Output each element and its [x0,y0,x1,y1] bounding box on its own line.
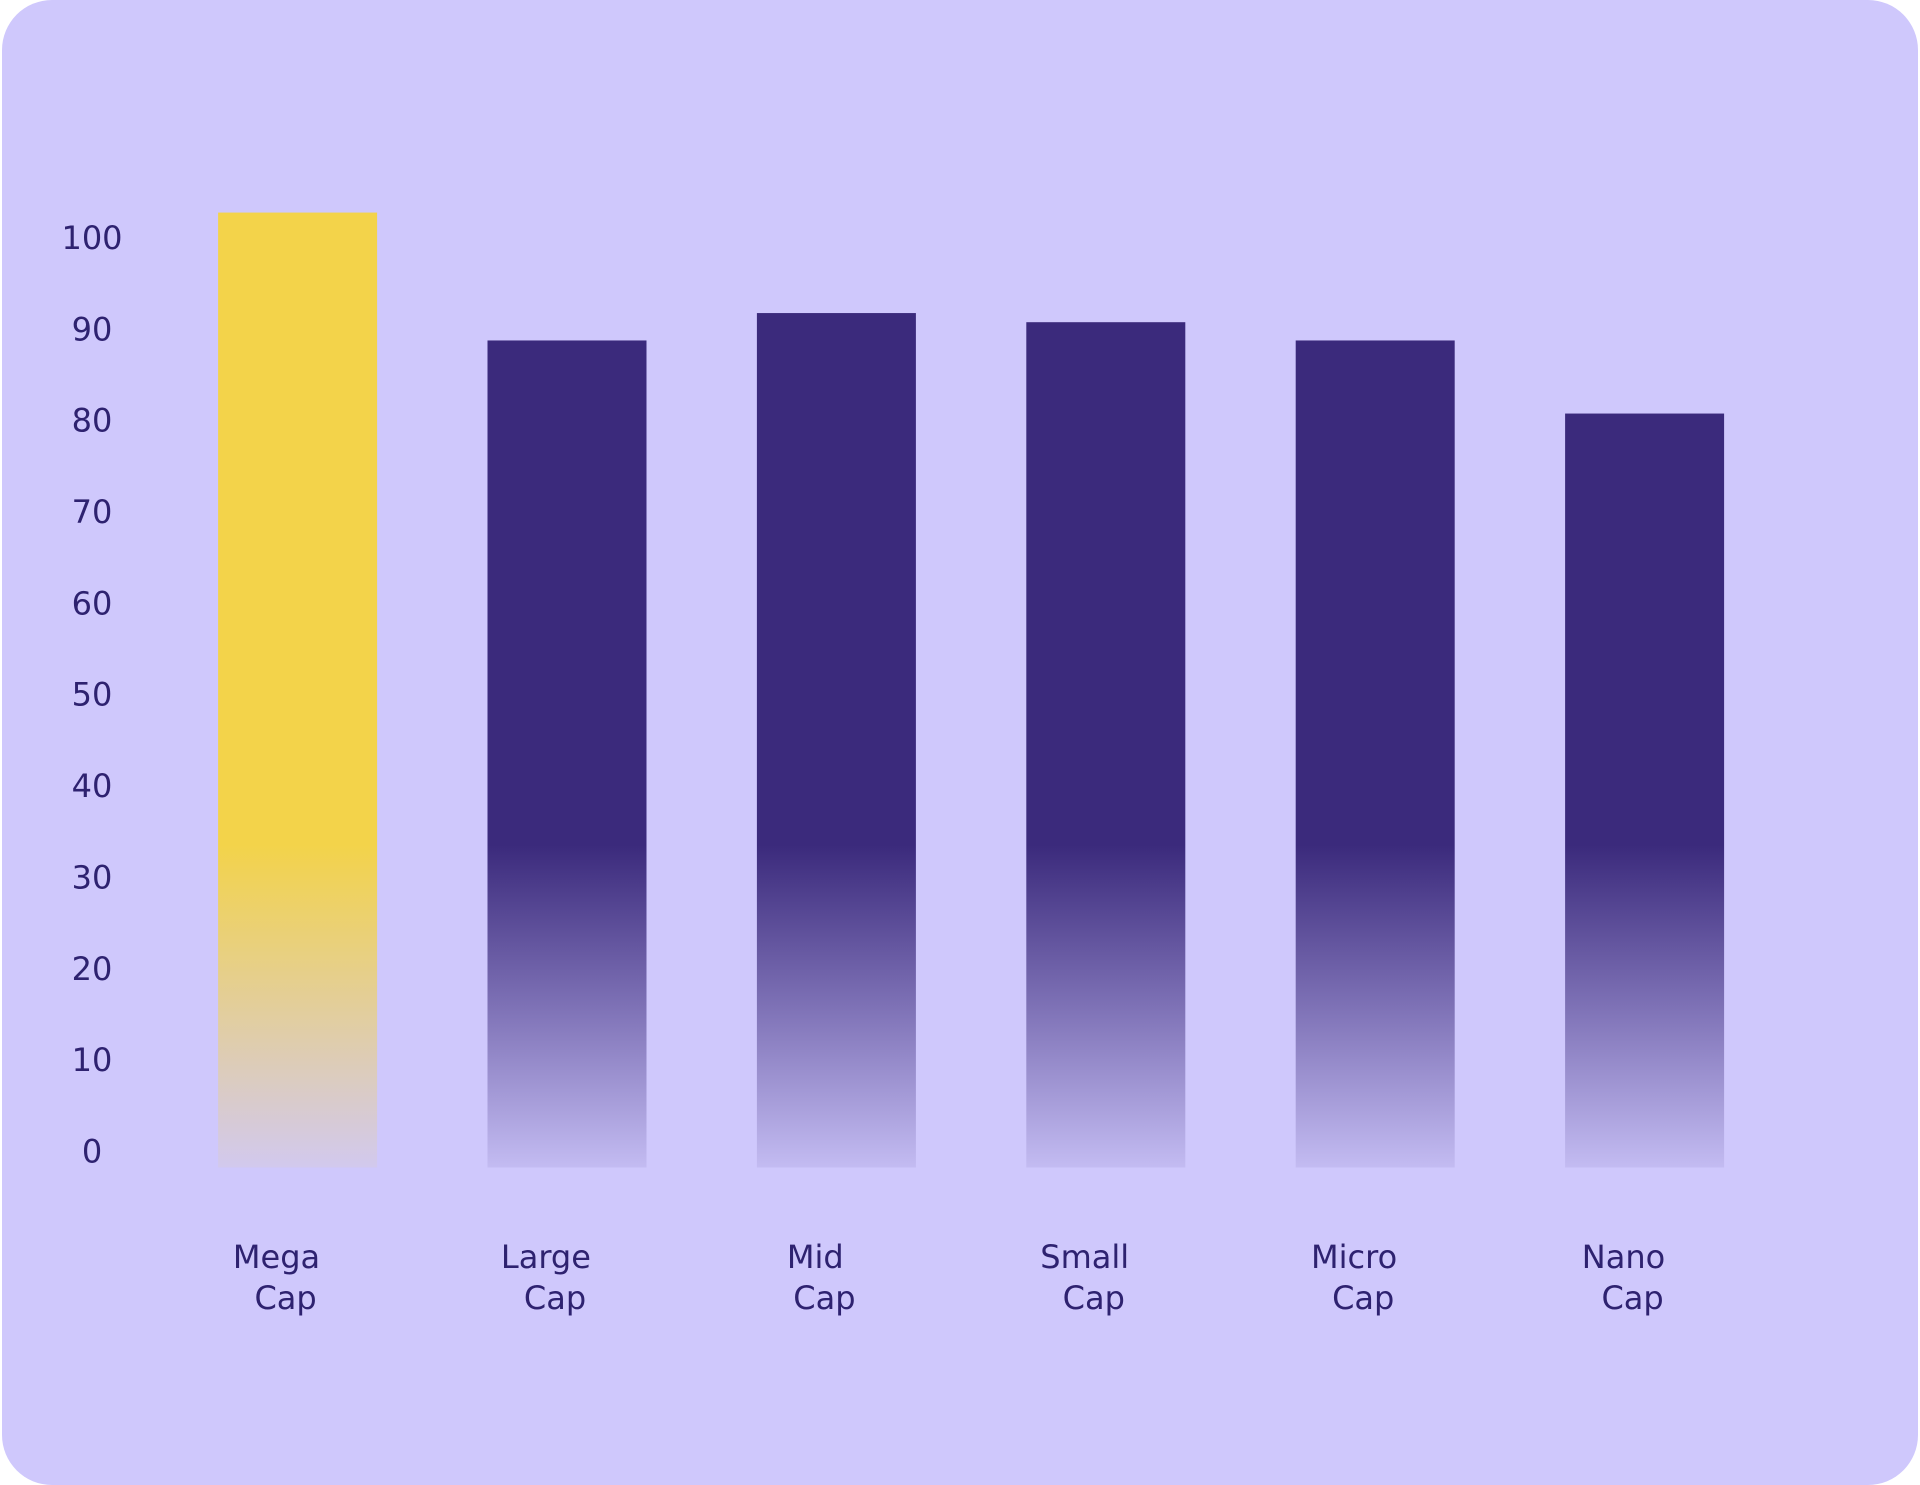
y-tick-label: 80 [72,402,113,440]
y-tick-label: 60 [72,584,113,622]
bar [1026,322,1186,1168]
y-tick-label: 10 [72,1041,113,1079]
x-tick-label: Mega Cap [233,1238,330,1317]
y-tick-label: 50 [72,676,113,714]
bar [218,212,378,1168]
bar [756,313,916,1168]
y-tick-label: 0 [82,1133,102,1171]
y-tick-label: 20 [72,950,113,988]
y-tick-label: 30 [72,858,113,896]
x-tick-label: Small Cap [1040,1238,1139,1317]
bar [1565,413,1725,1168]
x-tick-label: Mid Cap [787,1238,856,1317]
y-tick-label: 100 [61,219,122,257]
x-tick-label: Nano Cap [1582,1238,1676,1317]
y-tick-label: 70 [72,493,113,531]
bar [1295,340,1455,1168]
y-tick-label: 90 [72,310,113,348]
bar [487,340,647,1168]
x-tick-label: Micro Cap [1311,1238,1407,1317]
y-tick-label: 40 [72,767,113,805]
x-tick-label: Large Cap [501,1238,601,1317]
